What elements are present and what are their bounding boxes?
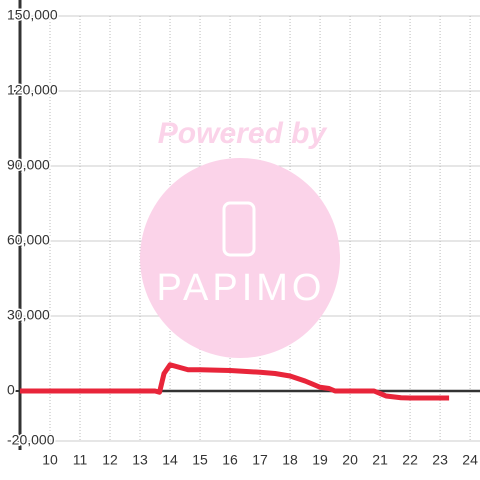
watermark: Powered by PAPIMO [140, 117, 340, 358]
x-tick-label: 24 [462, 452, 478, 468]
watermark-icon [222, 201, 256, 257]
watermark-text: Powered by [158, 117, 328, 150]
x-tick-label: 13 [132, 452, 148, 468]
x-tick-label: 16 [222, 452, 238, 468]
y-tick-label: 30,000 [7, 307, 50, 323]
x-tick-label: 20 [342, 452, 358, 468]
y-tick-label: 150,000 [7, 7, 58, 23]
x-tick-label: 10 [42, 452, 58, 468]
y-tick-label: 120,000 [7, 82, 58, 98]
x-tick-label: 11 [73, 452, 88, 468]
x-tick-label: 14 [162, 452, 178, 468]
x-tick-label: 12 [102, 452, 118, 468]
watermark-logo: PAPIMO [157, 267, 326, 309]
x-tick-label: 17 [252, 452, 268, 468]
x-tick-label: 23 [432, 452, 448, 468]
x-tick-label: 22 [402, 452, 418, 468]
y-tick-label: -20,000 [7, 432, 55, 448]
x-tick-label: 15 [192, 452, 208, 468]
y-tick-label: 0 [7, 382, 15, 398]
y-tick-label: 60,000 [7, 232, 50, 248]
data-line [20, 362, 450, 401]
x-tick-label: 18 [282, 452, 298, 468]
y-tick-label: 90,000 [7, 157, 50, 173]
watermark-circle [140, 158, 340, 358]
x-tick-label: 21 [372, 452, 388, 468]
x-tick-label: 19 [312, 452, 328, 468]
